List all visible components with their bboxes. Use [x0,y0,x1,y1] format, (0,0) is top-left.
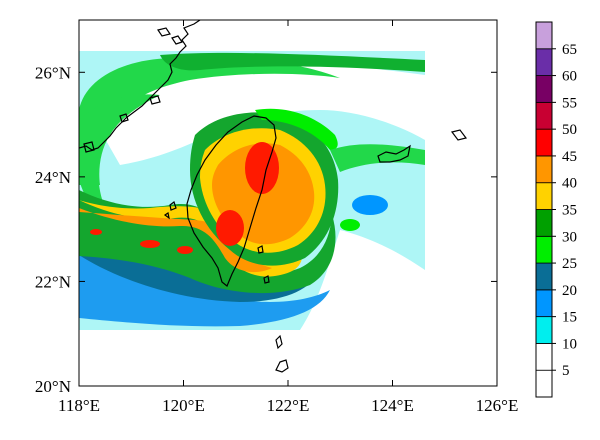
x-axis: 118°E 120°E 122°E 124°E 126°E [58,20,518,415]
field-red-cell-west-3 [90,229,102,235]
y-tick-label: 22°N [35,272,71,291]
coastline-china-islets [83,27,183,153]
reflectivity-field [79,51,425,330]
colorbar-swatch [535,289,553,318]
y-axis: 20°N 22°N 24°N 26°N [35,63,497,396]
colorbar-swatch [535,262,553,291]
coastline-china-mainland [79,20,201,151]
colorbar-label: 15 [562,310,577,326]
coastline-ryukyu-east [377,144,411,163]
coastline-lanyu [263,275,270,284]
coastline-penghu [163,201,177,220]
y-tick-label: 24°N [35,168,71,187]
colorbar-swatch [535,182,553,210]
field-red-cell-southwest [216,210,244,246]
colorbar-frame [535,21,553,398]
y-tick-label: 20°N [35,377,71,396]
colorbar-label: 55 [562,95,577,111]
colorbar-swatch [535,316,553,344]
field-blue-shield [79,230,330,327]
y-tick-label: 26°N [35,63,71,82]
field-red-cell-east [245,142,279,194]
field-north-arc [255,108,338,150]
x-tick-label: 124°E [371,396,414,415]
coastline-ishigaki [450,129,468,141]
field-northwest-band [79,94,160,185]
colorbar-swatch [535,235,553,264]
colorbar-label: 45 [562,149,577,165]
colorbar-label: 25 [562,256,577,272]
colorbar-label: 40 [562,176,577,192]
colorbar-swatch [535,369,553,398]
colorbar-swatch [535,209,553,237]
colorbar-swatch [535,75,553,103]
colorbar-label: 5 [562,363,570,379]
coastline-batanes [275,334,289,373]
colorbar-label: 30 [562,229,577,245]
colorbar-swatch [535,343,553,371]
field-outer-band-north [160,52,425,72]
colorbar-swatch [535,21,553,50]
colorbar-label: 35 [562,203,577,219]
colorbar-swatch [535,128,553,157]
colorbar-label: 10 [562,336,577,352]
colorbar-swatch [535,48,553,76]
coastline-green-island [257,245,264,254]
colorbar: 5 10 15 20 25 30 35 40 45 50 55 60 65 [535,21,577,398]
colorbar-label: 50 [562,122,577,138]
field-cell-east-1 [352,195,388,215]
field-red-cell-west-2 [177,246,193,254]
field-red-cell-west-1 [140,240,160,248]
field-clear-east [300,230,425,330]
colorbar-label: 65 [562,42,577,58]
x-tick-label: 120°E [162,396,205,415]
colorbar-label: 60 [562,69,577,85]
colorbar-swatch [535,155,553,184]
x-tick-label: 126°E [476,396,519,415]
colorbar-label: 20 [562,283,577,299]
field-cell-east-2 [340,219,360,231]
x-tick-label: 122°E [267,396,310,415]
coastlines [79,20,468,373]
colorbar-swatch [535,101,553,130]
x-tick-label: 118°E [58,396,100,415]
coastline-taiwan [186,115,277,287]
field-teal-band [79,205,320,302]
